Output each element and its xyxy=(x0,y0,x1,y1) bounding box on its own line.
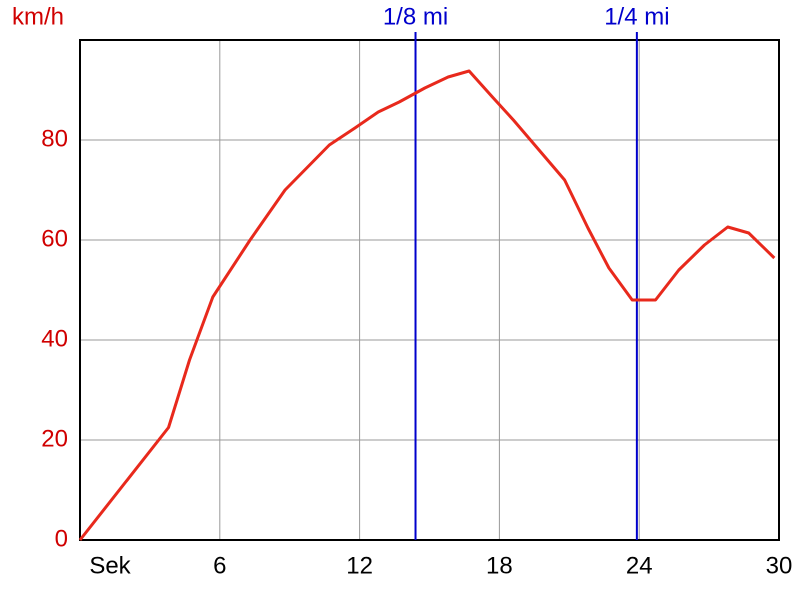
y-tick-label: 60 xyxy=(41,225,68,252)
x-tick-label: 6 xyxy=(213,552,226,579)
distance-marker-label: 1/8 mi xyxy=(383,3,448,30)
x-tick-label: 12 xyxy=(346,552,373,579)
plot-frame xyxy=(79,39,780,541)
x-axis-label: Sek xyxy=(89,552,131,579)
x-tick-label: 18 xyxy=(486,552,513,579)
y-tick-label: 20 xyxy=(41,425,68,452)
distance-marker-label: 1/4 mi xyxy=(604,3,669,30)
y-tick-label: 0 xyxy=(55,525,68,552)
y-tick-label: 80 xyxy=(41,125,68,152)
x-tick-label: 30 xyxy=(766,552,793,579)
data-line xyxy=(78,69,776,541)
y-axis-label: km/h xyxy=(12,3,64,30)
y-tick-label: 40 xyxy=(41,325,68,352)
x-tick-label: 24 xyxy=(626,552,653,579)
